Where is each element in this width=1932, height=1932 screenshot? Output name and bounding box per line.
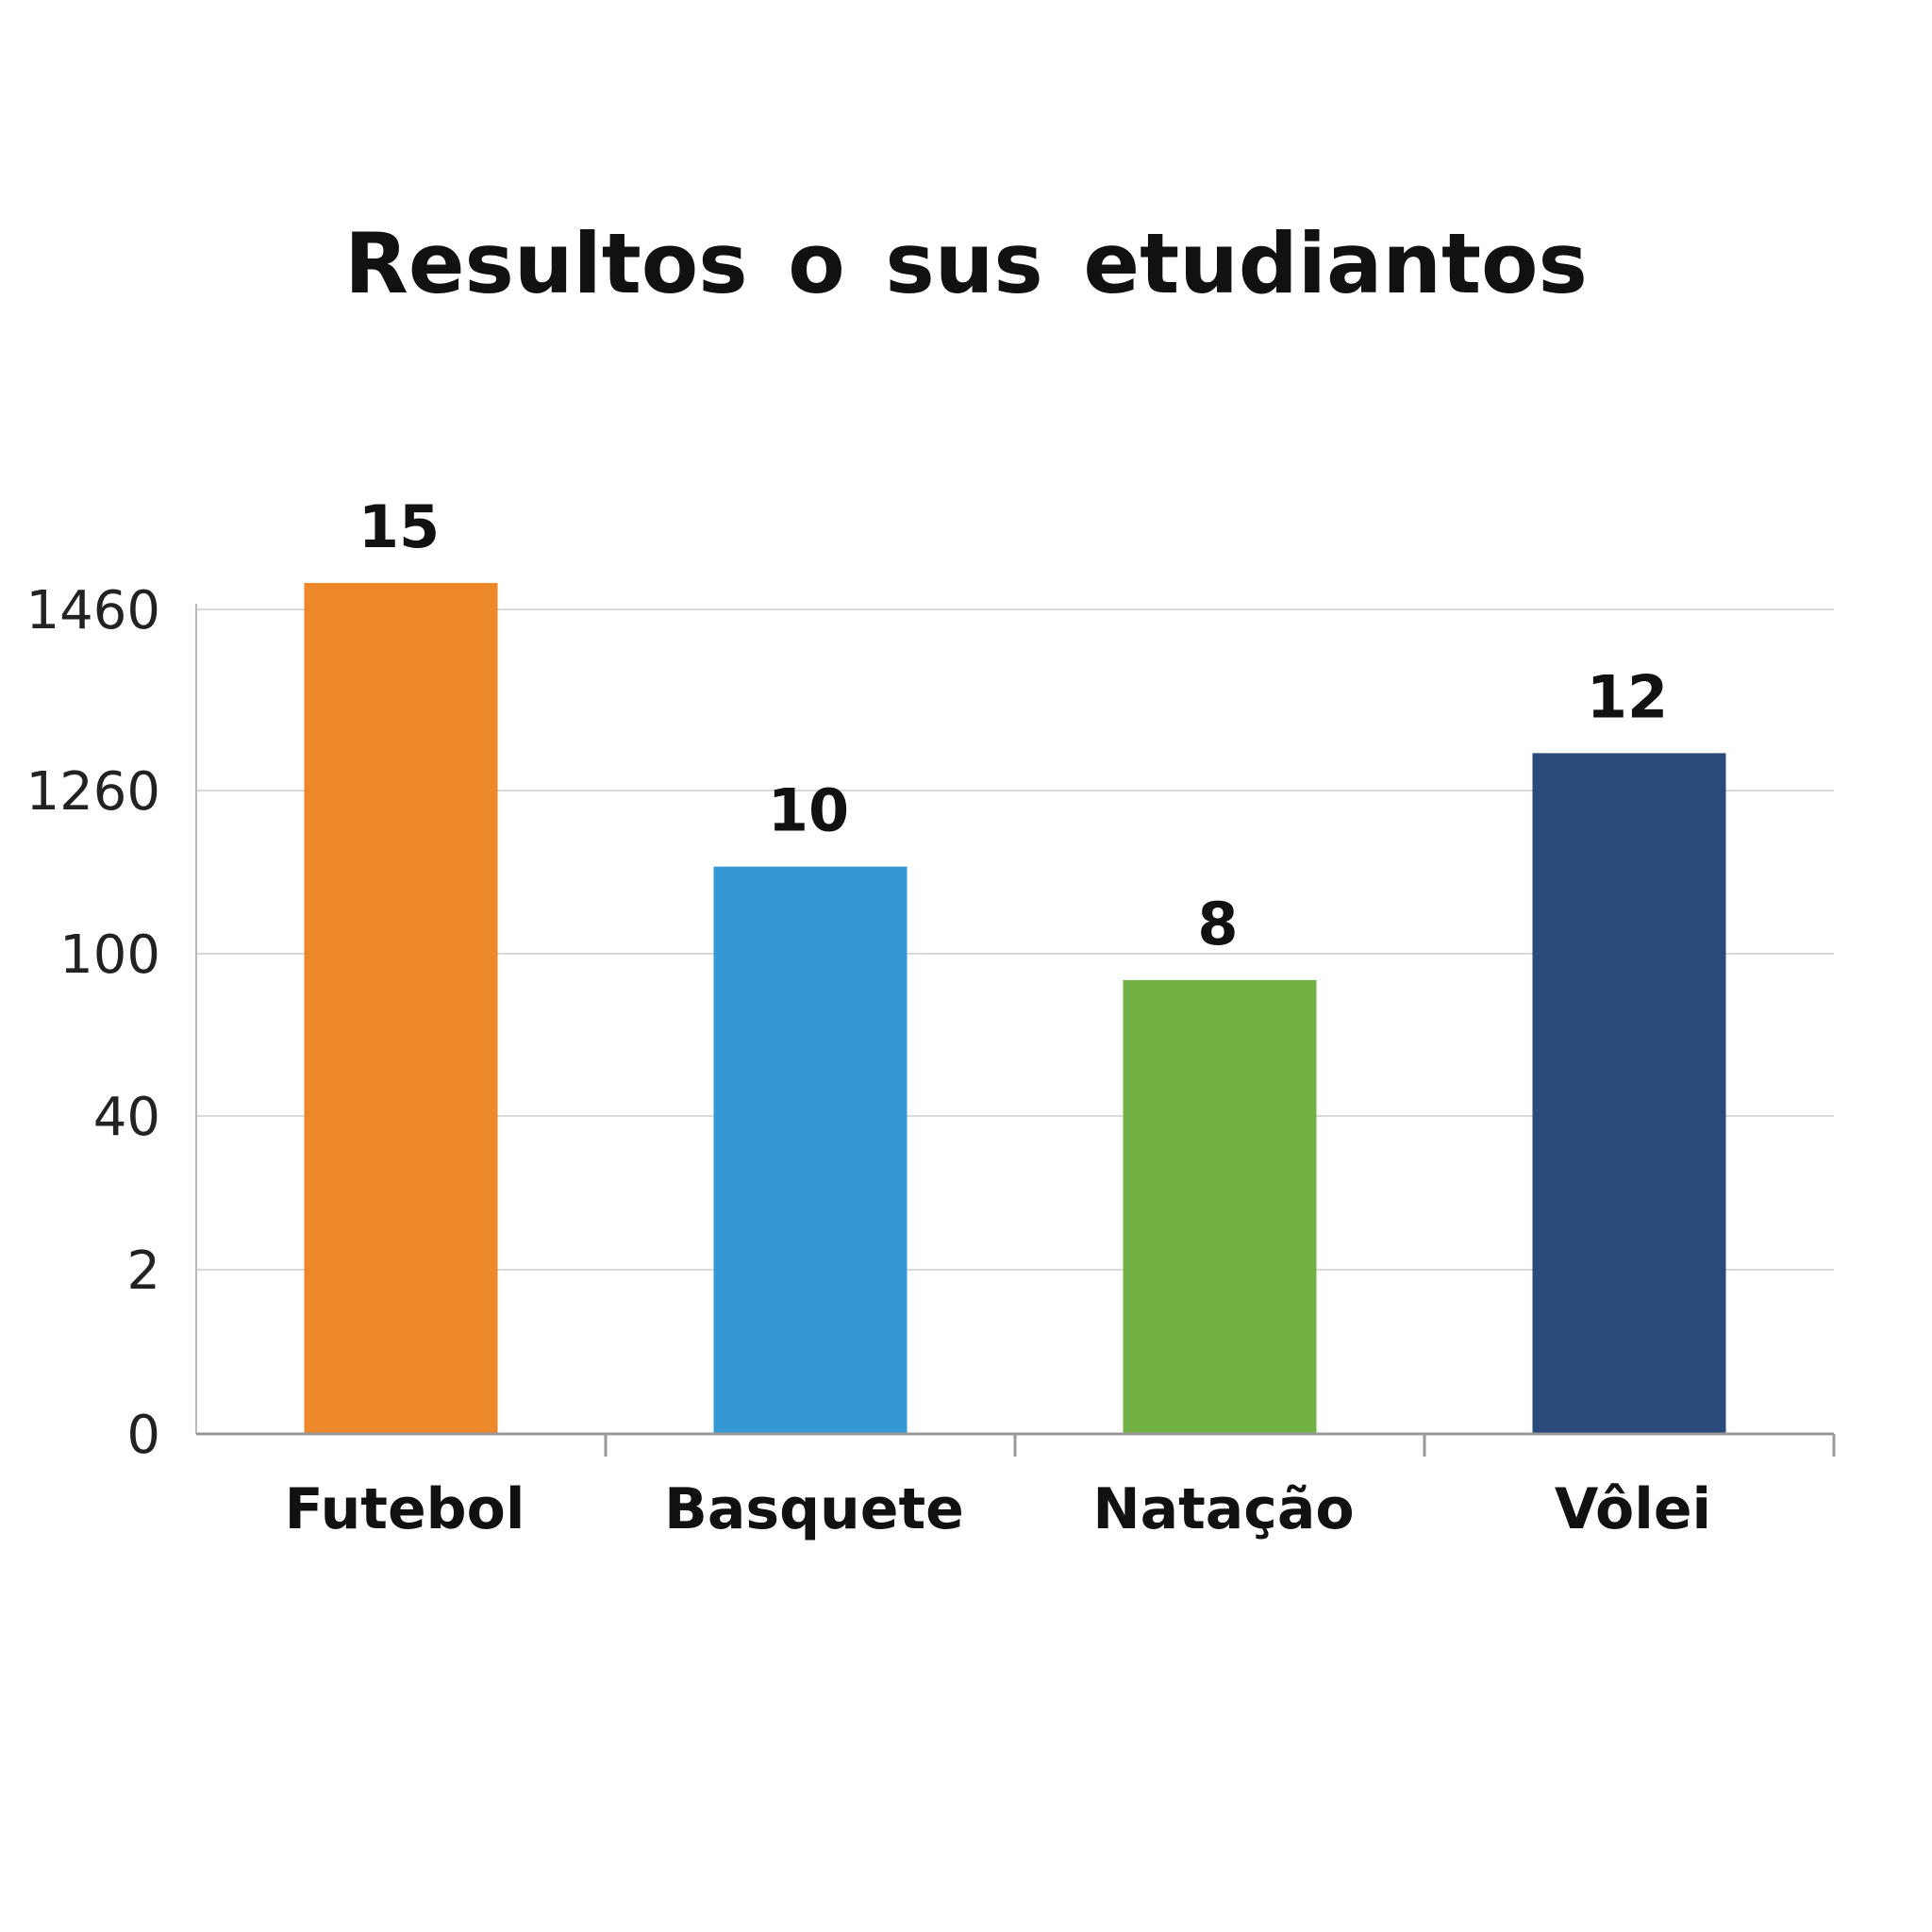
- y-tick-label: 1260: [25, 761, 160, 823]
- x-tick-label: Basquete: [664, 1476, 964, 1542]
- y-tick-label: 40: [93, 1087, 160, 1148]
- data-label: 10: [768, 776, 849, 845]
- bar-basquete: [714, 867, 908, 1434]
- category-labels: Futebol Basquete Natação Vôlei: [285, 1476, 1712, 1542]
- data-label: 12: [1587, 662, 1668, 731]
- x-tick-label: Vôlei: [1555, 1476, 1711, 1542]
- y-tick-label: 2: [126, 1241, 160, 1302]
- value-labels: 15 10 8 12: [358, 492, 1668, 958]
- y-axis-ticks: 0 2 40 100 1260 1460: [25, 580, 160, 1466]
- bar-futebol: [305, 583, 498, 1434]
- bars: [305, 583, 1726, 1434]
- bar-natação: [1124, 980, 1317, 1434]
- bar-vôlei: [1533, 753, 1726, 1434]
- data-label: 15: [358, 492, 440, 561]
- x-tick-label: Natação: [1092, 1476, 1354, 1542]
- y-tick-label: 1460: [25, 580, 160, 641]
- y-tick-label: 0: [126, 1405, 160, 1466]
- x-tick-label: Futebol: [285, 1476, 525, 1542]
- data-label: 8: [1197, 890, 1238, 958]
- y-tick-label: 100: [59, 924, 160, 986]
